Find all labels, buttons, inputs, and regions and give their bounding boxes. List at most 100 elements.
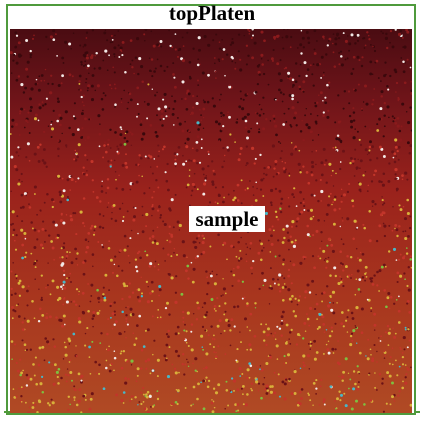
particle-dot (25, 251, 28, 254)
particle-dot (350, 332, 354, 335)
particle-dot (295, 225, 298, 228)
particle-dot (329, 385, 333, 388)
particle-dot (394, 173, 397, 176)
particle-dot (370, 310, 373, 312)
particle-dot (394, 177, 397, 181)
particle-dot (274, 187, 278, 191)
particle-dot (297, 302, 300, 304)
particle-dot (102, 387, 106, 391)
particle-dot (281, 160, 284, 163)
particle-dot (307, 36, 310, 40)
particle-dot (202, 173, 205, 176)
particle-dot (289, 46, 292, 49)
particle-dot (320, 379, 323, 381)
particle-dot (19, 147, 22, 150)
particle-dot (57, 368, 61, 371)
particle-dot (320, 173, 324, 177)
particle-dot (137, 288, 141, 292)
particle-dot (379, 213, 383, 217)
particle-dot (15, 304, 18, 307)
particle-dot (131, 313, 135, 316)
particle-dot (272, 334, 275, 337)
particle-dot (116, 150, 119, 153)
particle-dot (404, 381, 408, 385)
particle-dot (319, 91, 323, 95)
particle-dot (103, 298, 107, 302)
particle-dot (40, 375, 44, 379)
particle-dot (360, 331, 364, 334)
particle-dot (202, 127, 205, 130)
particle-dot (391, 395, 394, 399)
particle-dot (28, 206, 32, 209)
particle-dot (78, 305, 81, 307)
particle-dot (74, 247, 77, 251)
particle-dot (353, 34, 357, 38)
particle-dot (29, 53, 33, 56)
particle-dot (128, 92, 132, 96)
particle-dot (236, 265, 240, 269)
particle-dot (246, 304, 249, 307)
particle-dot (63, 323, 66, 326)
particle-dot (58, 296, 62, 300)
particle-dot (109, 304, 112, 308)
particle-dot (300, 210, 304, 214)
particle-dot (351, 274, 353, 276)
particle-dot (196, 301, 199, 305)
particle-dot (316, 114, 319, 117)
particle-dot (290, 152, 294, 156)
particle-dot (178, 47, 182, 51)
particle-dot (126, 210, 129, 213)
particle-dot (302, 201, 305, 204)
particle-dot (62, 189, 66, 193)
particle-dot (222, 146, 225, 150)
particle-dot (21, 256, 24, 260)
particle-dot (342, 269, 345, 272)
particle-dot (121, 40, 125, 44)
particle-dot (84, 60, 87, 63)
particle-dot (121, 202, 124, 205)
particle-dot (312, 84, 315, 87)
particle-dot (382, 135, 385, 138)
particle-dot (66, 198, 70, 202)
particle-dot (238, 105, 242, 109)
particle-dot (383, 289, 387, 292)
particle-dot (212, 169, 215, 172)
particle-dot (206, 276, 209, 279)
particle-dot (281, 36, 284, 39)
particle-dot (86, 245, 90, 249)
particle-dot (336, 32, 340, 36)
particle-dot (284, 161, 287, 164)
particle-dot (236, 305, 240, 308)
particle-dot (11, 118, 15, 122)
particle-dot (111, 328, 114, 330)
particle-dot (208, 201, 212, 204)
particle-dot (90, 283, 94, 287)
particle-dot (267, 355, 270, 357)
particle-dot (190, 261, 193, 264)
particle-dot (246, 93, 249, 95)
particle-dot (48, 343, 50, 345)
particle-dot (176, 220, 180, 224)
particle-dot (237, 409, 240, 412)
particle-dot (291, 86, 294, 88)
particle-dot (401, 36, 404, 39)
particle-dot (154, 94, 157, 97)
particle-dot (196, 379, 198, 381)
particle-dot (256, 187, 258, 190)
particle-dot (311, 151, 313, 153)
particle-dot (401, 178, 404, 181)
particle-dot (130, 398, 133, 401)
particle-dot (354, 42, 357, 45)
particle-dot (240, 387, 243, 390)
particle-dot (344, 357, 348, 361)
particle-dot (407, 266, 411, 269)
particle-dot (351, 159, 355, 163)
particle-dot (114, 171, 117, 173)
particle-dot (290, 225, 294, 228)
particle-dot (41, 345, 45, 349)
particle-dot (387, 331, 391, 335)
particle-dot (391, 45, 395, 49)
particle-dot (92, 314, 96, 318)
particle-dot (234, 67, 237, 70)
particle-dot (333, 198, 337, 201)
